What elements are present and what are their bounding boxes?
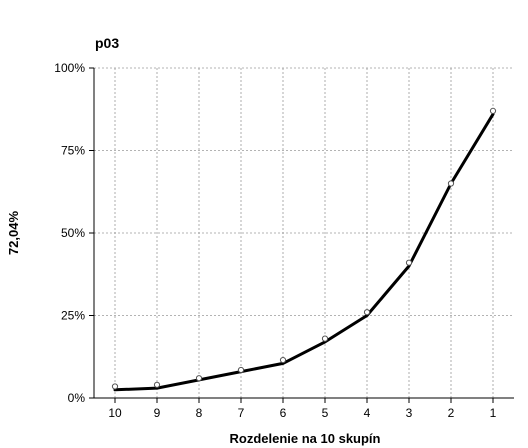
series-line <box>113 112 495 392</box>
x-tick-label: 4 <box>364 406 371 420</box>
x-tick-label: 10 <box>108 406 122 420</box>
data-point <box>489 107 497 115</box>
x-tick-label: 1 <box>490 406 497 420</box>
y-tick-label: 100% <box>54 61 85 75</box>
x-tick-label: 3 <box>406 406 413 420</box>
x-tick-label: 9 <box>154 406 161 420</box>
y-tick-label: 25% <box>61 309 85 323</box>
data-point <box>447 180 455 187</box>
x-tick-label: 8 <box>196 406 203 420</box>
x-tick-label: 7 <box>238 406 245 420</box>
data-point <box>237 366 245 374</box>
y-tick-label: 75% <box>61 144 85 158</box>
y-tick-labels: 0% 25% 50% 75% 100% <box>54 61 94 405</box>
x-tick-labels: 10 9 8 7 6 5 4 3 2 1 <box>108 398 497 420</box>
grid-lines <box>94 67 514 398</box>
y-tick-label: 50% <box>61 226 85 240</box>
data-point <box>153 381 161 388</box>
data-point <box>111 383 119 390</box>
series <box>111 107 497 392</box>
y-axis-label: 72,04% <box>6 211 21 256</box>
y-tick-label: 0% <box>68 391 86 405</box>
data-point <box>363 309 371 316</box>
x-tick-label: 6 <box>280 406 287 420</box>
x-tick-label: 5 <box>322 406 329 420</box>
x-tick-label: 2 <box>448 406 455 420</box>
data-point <box>321 335 329 342</box>
data-point <box>195 375 203 382</box>
data-point <box>279 356 287 364</box>
x-axis-label: Rozdelenie na 10 skupín <box>230 431 381 446</box>
chart-title: p03 <box>95 35 119 51</box>
data-point <box>405 259 413 266</box>
